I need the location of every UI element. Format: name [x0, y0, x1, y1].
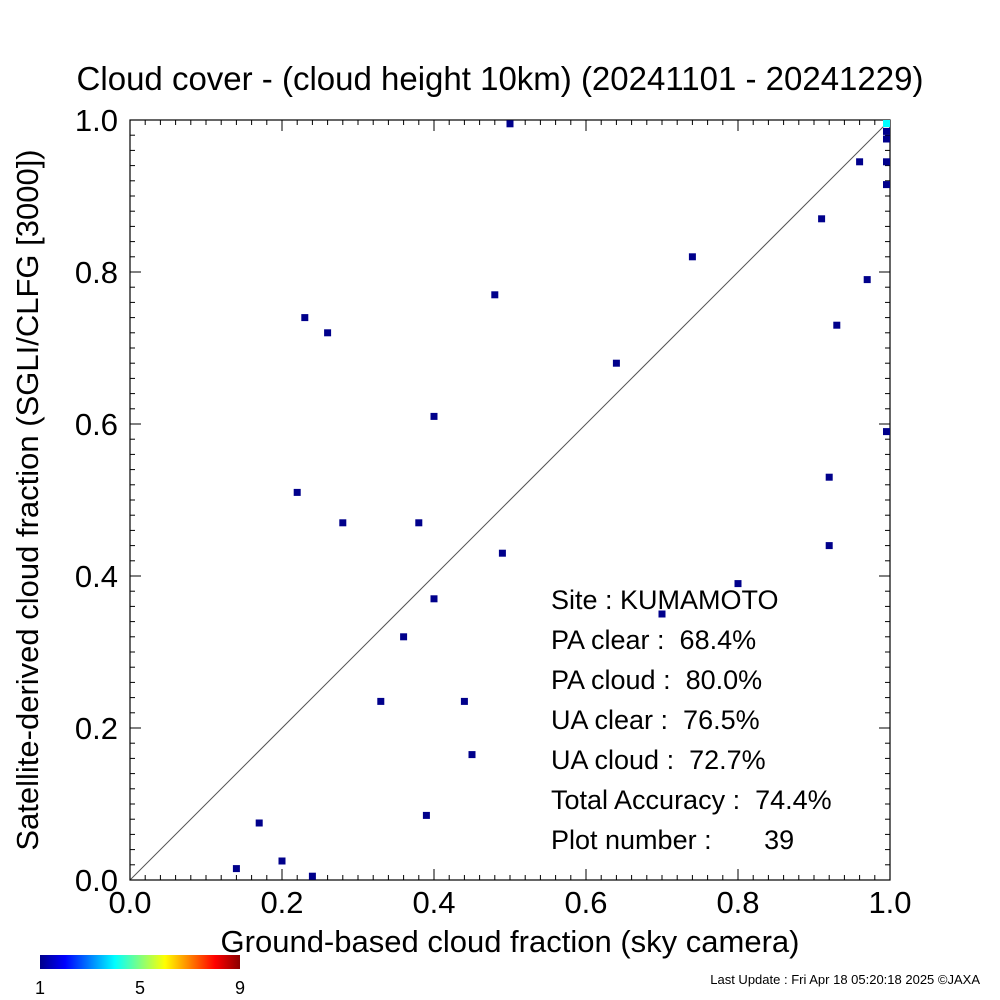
data-point — [883, 181, 890, 189]
footer-last-update: Last Update : Fri Apr 18 05:20:18 2025 ©… — [710, 972, 980, 987]
data-point — [688, 253, 696, 261]
data-point — [883, 135, 890, 143]
y-tick-label: 0.8 — [75, 255, 118, 290]
data-point — [825, 473, 833, 481]
stat-line: PA clear : 68.4% — [551, 625, 756, 655]
data-points — [232, 120, 890, 880]
data-point — [255, 819, 263, 827]
data-point — [278, 857, 286, 865]
data-point — [833, 321, 841, 329]
axis-ticks — [129, 119, 891, 881]
y-tick-labels: 0.0 0.2 0.4 0.6 0.8 1.0 — [75, 103, 118, 898]
data-point — [324, 329, 332, 337]
data-point — [377, 697, 385, 705]
data-point — [612, 359, 620, 367]
data-point — [460, 697, 468, 705]
x-tick-label: 0.4 — [412, 885, 455, 920]
colorbar-tick-label: 9 — [235, 978, 245, 998]
x-tick-label: 0.6 — [564, 885, 607, 920]
data-point — [339, 519, 347, 527]
data-point — [883, 127, 890, 135]
x-tick-label: 0.0 — [108, 885, 151, 920]
data-point — [856, 158, 864, 166]
colorbar — [40, 955, 240, 969]
data-point — [301, 314, 309, 322]
x-tick-labels: 0.0 0.2 0.4 0.6 0.8 1.0 — [108, 885, 911, 920]
colorbar-tick-labels: 1 5 9 — [35, 978, 245, 998]
x-tick-label: 1.0 — [868, 885, 911, 920]
data-point — [883, 120, 890, 127]
data-point — [498, 549, 506, 557]
data-point — [232, 865, 240, 873]
stat-line: Plot number : 39 — [551, 825, 794, 855]
x-tick-label: 0.8 — [716, 885, 759, 920]
chart-title: Cloud cover - (cloud height 10km) (20241… — [77, 60, 924, 97]
data-point — [308, 872, 316, 880]
data-point — [883, 158, 890, 166]
data-point — [818, 215, 826, 223]
y-tick-label: 0.4 — [75, 559, 118, 594]
data-point — [430, 412, 438, 420]
colorbar-tick-label: 1 — [35, 978, 45, 998]
y-tick-label: 0.0 — [75, 863, 118, 898]
y-tick-label: 0.6 — [75, 407, 118, 442]
colorbar-tick-label: 5 — [135, 978, 145, 998]
x-axis-label: Ground-based cloud fraction (sky camera) — [221, 924, 800, 959]
data-point — [422, 811, 430, 819]
x-tick-label: 0.2 — [260, 885, 303, 920]
y-axis-label: Satellite-derived cloud fraction (SGLI/C… — [10, 149, 45, 850]
data-point — [506, 120, 514, 128]
data-point — [658, 610, 666, 618]
data-point — [415, 519, 423, 527]
data-point — [468, 751, 476, 759]
data-point — [293, 488, 301, 496]
stat-line: Total Accuracy : 74.4% — [551, 785, 832, 815]
stat-line: PA cloud : 80.0% — [551, 665, 762, 695]
data-point — [400, 633, 408, 641]
data-point — [825, 542, 833, 550]
data-point — [491, 291, 499, 299]
statistics-panel: Site : KUMAMOTO PA clear : 68.4% PA cloud … — [551, 585, 832, 855]
data-point — [430, 595, 438, 603]
one-to-one-line — [129, 119, 891, 881]
stat-line: Site : KUMAMOTO — [551, 585, 779, 615]
data-point — [883, 428, 890, 436]
y-tick-label: 0.2 — [75, 711, 118, 746]
y-tick-label: 1.0 — [75, 103, 118, 138]
stat-line: UA clear : 76.5% — [551, 705, 760, 735]
data-point — [863, 276, 871, 284]
stat-line: UA cloud : 72.7% — [551, 745, 766, 775]
data-point — [734, 580, 742, 588]
